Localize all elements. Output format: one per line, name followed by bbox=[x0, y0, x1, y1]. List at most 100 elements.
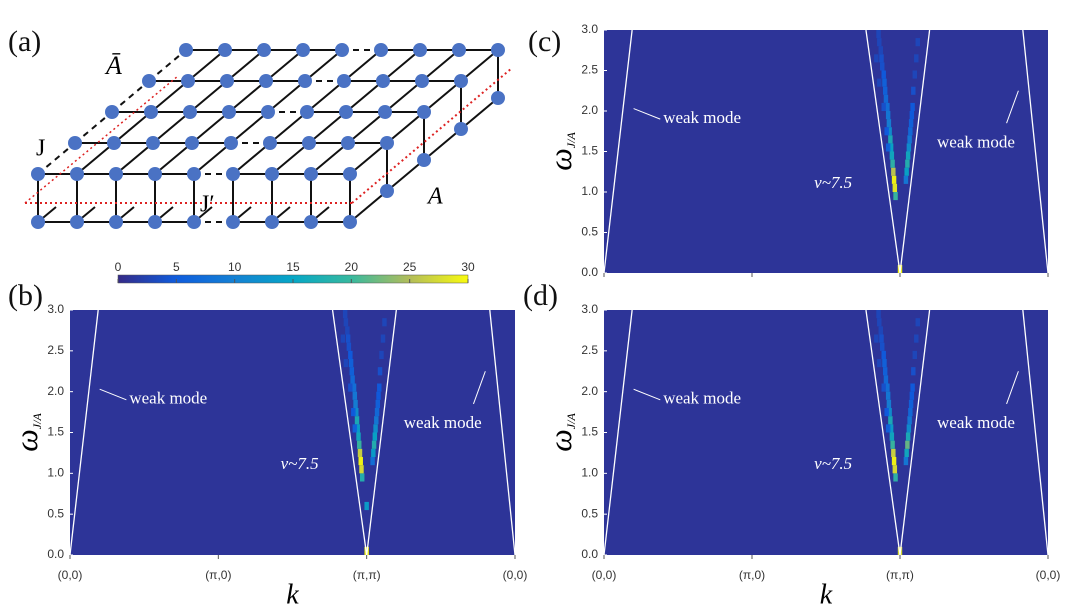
heatmap-cell bbox=[348, 359, 354, 368]
lattice-site bbox=[218, 43, 232, 57]
lattice-site bbox=[220, 74, 234, 88]
y-tick-label: 3.0 bbox=[581, 22, 598, 36]
dispersion-line bbox=[899, 310, 931, 555]
lattice-edge bbox=[423, 128, 462, 161]
y-tick-label: 3.0 bbox=[581, 302, 598, 316]
y-tick-label: 1.5 bbox=[47, 425, 64, 439]
dispersion-line bbox=[331, 310, 368, 555]
lattice-site bbox=[380, 136, 394, 150]
y-tick-label: 1.0 bbox=[47, 466, 64, 480]
lattice-edge bbox=[306, 80, 345, 113]
dispersion-line bbox=[70, 310, 99, 555]
lattice-site bbox=[109, 167, 123, 181]
lattice-site bbox=[146, 136, 160, 150]
heatmap-cell bbox=[915, 318, 920, 327]
lattice-edge bbox=[345, 80, 384, 113]
lattice-edge bbox=[304, 49, 343, 82]
lattice-site bbox=[380, 184, 394, 198]
heatmap-cell bbox=[885, 143, 891, 152]
heatmap-cell bbox=[885, 424, 891, 433]
heatmap-cell bbox=[351, 383, 357, 392]
lattice-edge bbox=[310, 142, 349, 175]
heatmap-cell bbox=[891, 457, 897, 466]
heatmap-cell bbox=[354, 416, 360, 425]
heatmap-cell bbox=[904, 167, 909, 176]
heatmap-cell bbox=[903, 175, 909, 184]
heatmap-cell bbox=[880, 342, 885, 351]
colorbar-tick-label: 10 bbox=[228, 260, 242, 274]
lattice-site bbox=[452, 43, 466, 57]
heatmap-cell bbox=[364, 501, 369, 511]
x-tick-label: (π,0) bbox=[739, 568, 765, 582]
lattice-site bbox=[378, 105, 392, 119]
lattice-site bbox=[491, 43, 505, 57]
dispersion-line bbox=[1022, 310, 1048, 555]
heatmap-cell bbox=[340, 334, 346, 343]
lattice-edge bbox=[349, 142, 388, 175]
lattice-site bbox=[491, 91, 505, 105]
y-axis-symbol: ω bbox=[542, 429, 578, 452]
lattice-site bbox=[144, 105, 158, 119]
heatmap-cell bbox=[379, 350, 384, 359]
panel-label: (c) bbox=[528, 25, 561, 58]
lattice-site bbox=[259, 74, 273, 88]
lattice-edge bbox=[460, 49, 499, 82]
y-axis-subscript: J/A bbox=[564, 132, 578, 149]
heatmap-cell bbox=[882, 367, 888, 376]
dispersion-line bbox=[1022, 30, 1048, 273]
y-tick-label: 0.0 bbox=[581, 547, 598, 561]
heatmap-background bbox=[70, 310, 515, 555]
lattice-edge bbox=[37, 142, 76, 175]
lattice-site bbox=[298, 74, 312, 88]
lattice-edge bbox=[423, 80, 462, 113]
heatmap-cell bbox=[893, 473, 898, 482]
heatmap-cell bbox=[888, 416, 893, 425]
heatmap-cell bbox=[892, 183, 898, 192]
y-tick-label: 0.5 bbox=[581, 506, 598, 520]
heatmap-background bbox=[604, 30, 1048, 273]
heatmap-cell bbox=[912, 350, 918, 359]
lattice-edge bbox=[347, 111, 386, 144]
heatmap-cell bbox=[911, 86, 916, 95]
y-tick-label: 0.0 bbox=[581, 265, 598, 279]
heatmap-cell bbox=[345, 326, 350, 335]
annotation-leader bbox=[633, 108, 661, 120]
heatmap-cell bbox=[373, 424, 378, 433]
heatmap-cell bbox=[349, 367, 355, 376]
heatmap-cell bbox=[374, 408, 380, 417]
heatmap-cell bbox=[891, 175, 897, 184]
heatmap-cell bbox=[382, 318, 387, 327]
lattice-edge bbox=[265, 49, 304, 82]
heatmap-cell bbox=[358, 457, 363, 466]
heatmap-cell bbox=[878, 326, 883, 335]
heatmap-cell bbox=[888, 424, 894, 433]
lattice-site bbox=[31, 167, 45, 181]
lattice-site bbox=[265, 215, 279, 229]
y-tick-label: 2.0 bbox=[47, 384, 64, 398]
annotation: weak mode bbox=[937, 413, 1015, 432]
dispersion-line bbox=[865, 310, 901, 555]
heatmap-cell bbox=[890, 159, 895, 168]
heatmap-cell bbox=[874, 334, 879, 343]
lattice-site bbox=[454, 74, 468, 88]
lattice-edge bbox=[111, 80, 150, 113]
heatmap-cell bbox=[371, 448, 376, 457]
lattice-edge bbox=[187, 49, 226, 82]
heatmap-cell bbox=[883, 375, 889, 384]
heatmap-cell bbox=[372, 432, 378, 441]
lattice-edge bbox=[74, 111, 113, 144]
heatmap-cell bbox=[881, 70, 886, 79]
dispersion-line bbox=[604, 30, 633, 273]
j-prime-label: J′ bbox=[200, 192, 215, 218]
heatmap-cell bbox=[877, 359, 882, 368]
lattice-site bbox=[185, 136, 199, 150]
colorbar: 0 5 10 15 20 25 30 bbox=[115, 260, 475, 284]
lattice-site bbox=[226, 167, 240, 181]
heatmap-cell bbox=[884, 408, 889, 417]
lattice-site bbox=[222, 105, 236, 119]
heatmap-cell bbox=[343, 318, 349, 327]
lattice-site bbox=[417, 153, 431, 167]
annotation: v~7.5 bbox=[281, 454, 319, 473]
lattice-site bbox=[374, 43, 388, 57]
heatmap-cell bbox=[915, 38, 920, 47]
